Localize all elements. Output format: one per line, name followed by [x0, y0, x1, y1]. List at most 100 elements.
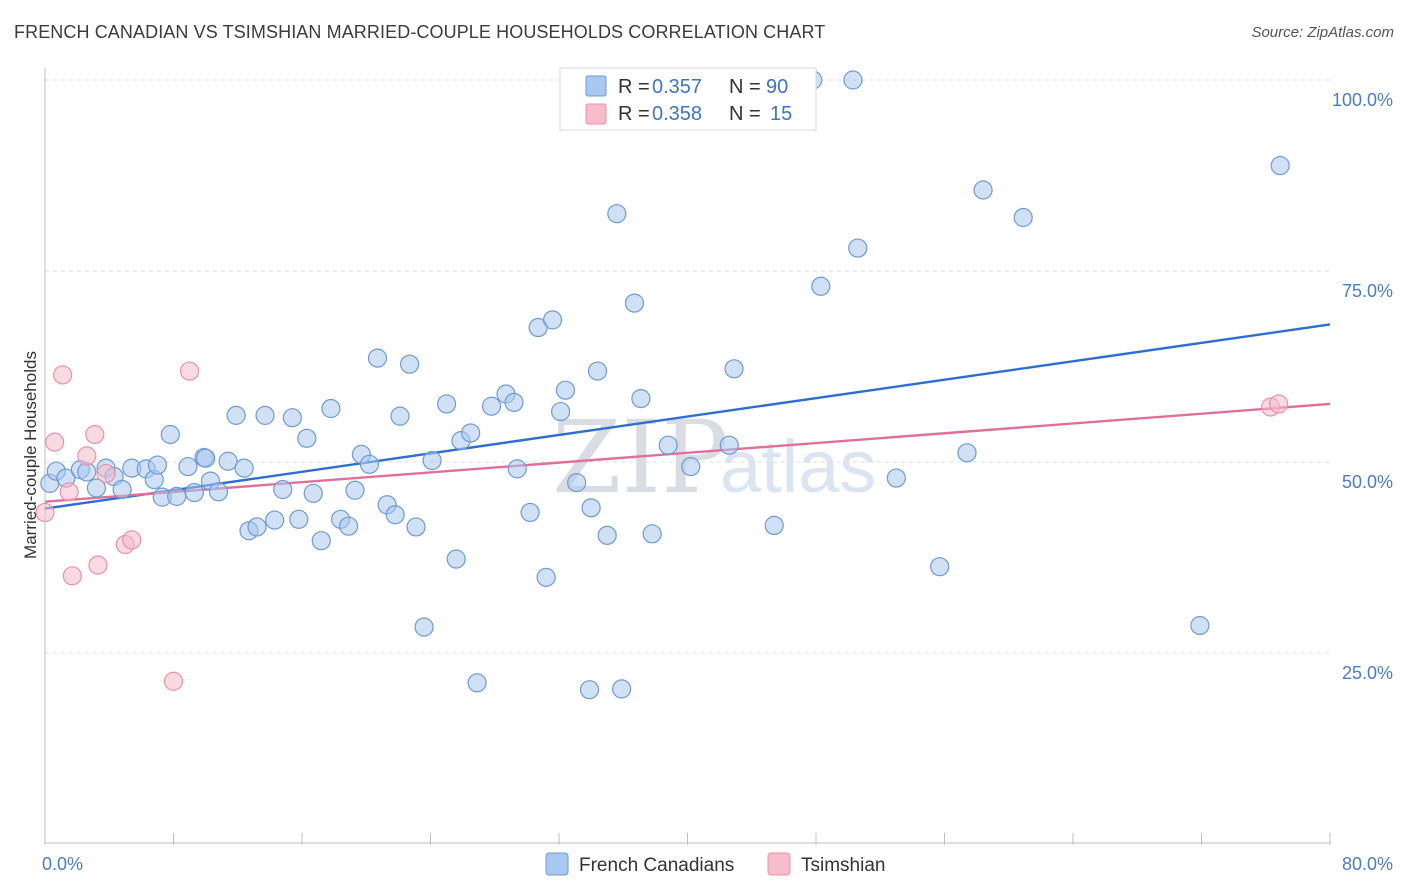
legend-r-label-2: R = [618, 103, 650, 125]
point-french-canadians-74 [681, 456, 701, 477]
point-french-canadians-55 [504, 392, 524, 413]
series-legend: French Canadians Tsimshian [545, 852, 885, 876]
point-french-canadians-87 [1190, 615, 1210, 636]
point-french-canadians-30 [289, 509, 309, 529]
point-french-canadians-68 [607, 204, 627, 224]
point-french-canadians-39 [359, 454, 380, 474]
y-tick-label-100: 100.0% [1332, 90, 1393, 110]
y-tick-label-25: 25.0% [1342, 663, 1393, 683]
point-tsimshian-14 [1268, 394, 1289, 414]
point-french-canadians-66 [587, 361, 608, 381]
point-tsimshian-8 [96, 463, 116, 484]
point-french-canadians-82 [886, 468, 906, 488]
point-french-canadians-69 [612, 679, 632, 699]
legend-swatch-french-canadians [585, 75, 607, 97]
legend-n-label-2: N = [729, 103, 761, 125]
legend-n-value-1: 90 [766, 76, 788, 98]
point-french-canadians-15 [167, 486, 187, 506]
point-tsimshian-4 [62, 566, 82, 586]
point-french-canadians-26 [255, 405, 275, 425]
point-french-canadians-59 [536, 567, 556, 587]
point-french-canadians-43 [390, 406, 410, 426]
point-french-canadians-16 [178, 456, 198, 477]
point-french-canadians-89 [196, 448, 216, 468]
point-french-canadians-36 [338, 516, 359, 536]
point-french-canadians-83 [930, 557, 950, 577]
chart-title: FRENCH CANADIAN VS TSIMSHIAN MARRIED-COU… [14, 22, 826, 42]
point-french-canadians-25 [247, 517, 267, 537]
trend-line-tsimshian [44, 402, 1331, 503]
point-tsimshian-2 [53, 365, 73, 385]
point-tsimshian-3 [59, 482, 79, 502]
axis-layer: 25.0% 50.0% 75.0% 100.0% [44, 68, 1393, 845]
point-french-canadians-85 [973, 180, 993, 200]
point-french-canadians-12 [147, 455, 168, 475]
point-french-canadians-65 [581, 498, 601, 518]
x-tick-label-min: 0.0% [42, 854, 83, 874]
point-french-canadians-20 [208, 482, 229, 502]
legend-n-value-2: 15 [770, 103, 792, 125]
point-french-canadians-81 [848, 238, 868, 258]
bottom-legend-swatch-tsimshian [767, 852, 791, 876]
y-tick-label-50: 50.0% [1342, 472, 1393, 492]
point-french-canadians-60 [542, 310, 563, 330]
point-french-canadians-86 [1013, 207, 1033, 228]
point-french-canadians-73 [658, 435, 678, 455]
point-french-canadians-49 [446, 549, 466, 569]
point-french-canadians-75 [719, 435, 739, 455]
point-french-canadians-76 [724, 359, 744, 379]
point-french-canadians-4 [77, 462, 97, 482]
y-tick-label-75: 75.0% [1342, 281, 1393, 301]
point-french-canadians-61 [551, 401, 571, 422]
bottom-legend-swatch-french-canadians [545, 852, 569, 876]
legend-swatch-tsimshian [585, 103, 607, 125]
watermark-atlas: atlas [720, 425, 876, 508]
legend-r-value-2: 0.358 [652, 103, 702, 125]
point-french-canadians-64 [579, 680, 600, 700]
point-tsimshian-7 [88, 555, 108, 575]
point-french-canadians-48 [436, 394, 457, 414]
point-french-canadians-46 [414, 617, 434, 637]
point-french-canadians-77 [764, 515, 784, 536]
point-french-canadians-37 [345, 480, 365, 500]
point-french-canadians-42 [385, 505, 405, 525]
points-layer [35, 70, 1290, 700]
bottom-legend-label-tsimshian: Tsimshian [801, 855, 885, 876]
point-french-canadians-33 [311, 531, 331, 551]
point-french-canadians-27 [265, 510, 285, 530]
point-french-canadians-88 [1270, 155, 1290, 176]
point-french-canadians-34 [321, 398, 341, 419]
point-french-canadians-84 [957, 443, 977, 463]
legend-r-label-1: R = [618, 76, 650, 98]
point-french-canadians-17 [184, 482, 204, 503]
point-french-canadians-8 [112, 479, 132, 500]
point-french-canadians-62 [555, 380, 576, 400]
point-tsimshian-6 [85, 424, 105, 445]
legend-n-label-1: N = [729, 76, 761, 98]
bottom-legend-label-french-canadians: French Canadians [579, 855, 734, 876]
chart-source: Source: ZipAtlas.com [1251, 24, 1394, 41]
point-french-canadians-80 [843, 70, 863, 90]
point-french-canadians-32 [303, 483, 323, 503]
point-french-canadians-67 [597, 525, 617, 545]
point-tsimshian-11 [163, 671, 184, 691]
point-french-canadians-51 [461, 423, 481, 443]
point-french-canadians-44 [400, 354, 420, 374]
correlation-legend: R = 0.357 N = 90 R = 0.358 N = 15 [559, 67, 817, 131]
point-french-canadians-72 [642, 524, 662, 544]
x-tick-label-max: 80.0% [1342, 854, 1393, 874]
point-french-canadians-28 [273, 479, 293, 500]
trend-layer [44, 323, 1331, 510]
point-french-canadians-45 [406, 517, 426, 537]
point-tsimshian-0 [35, 502, 55, 523]
point-tsimshian-5 [77, 446, 97, 466]
point-french-canadians-21 [218, 451, 238, 471]
point-french-canadians-23 [234, 458, 254, 478]
point-french-canadians-52 [467, 673, 487, 693]
point-french-canadians-14 [160, 424, 180, 445]
point-french-canadians-40 [367, 348, 388, 368]
point-french-canadians-22 [226, 405, 246, 425]
point-french-canadians-53 [481, 396, 502, 416]
grid-layer [45, 79, 1330, 654]
